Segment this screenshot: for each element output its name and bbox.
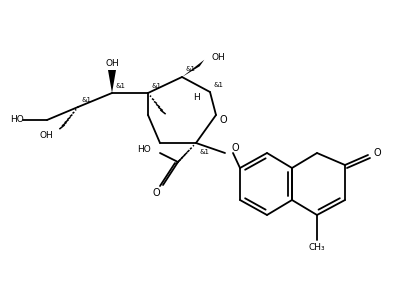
Text: O: O (374, 148, 382, 158)
Polygon shape (182, 60, 204, 77)
Text: OH: OH (105, 59, 119, 67)
Text: &1: &1 (200, 149, 210, 155)
Text: HO: HO (10, 115, 24, 125)
Text: O: O (231, 143, 239, 153)
Text: O: O (220, 115, 228, 125)
Text: &1: &1 (186, 66, 196, 72)
Polygon shape (108, 70, 116, 93)
Text: HO: HO (137, 146, 151, 154)
Text: O: O (152, 188, 160, 198)
Text: OH: OH (212, 52, 226, 62)
Text: &1: &1 (82, 97, 92, 103)
Text: &1: &1 (116, 83, 126, 89)
Text: H: H (193, 93, 200, 103)
Text: &1: &1 (152, 83, 162, 89)
Text: &1: &1 (213, 82, 223, 88)
Text: CH₃: CH₃ (309, 243, 325, 251)
Text: OH: OH (39, 130, 53, 139)
